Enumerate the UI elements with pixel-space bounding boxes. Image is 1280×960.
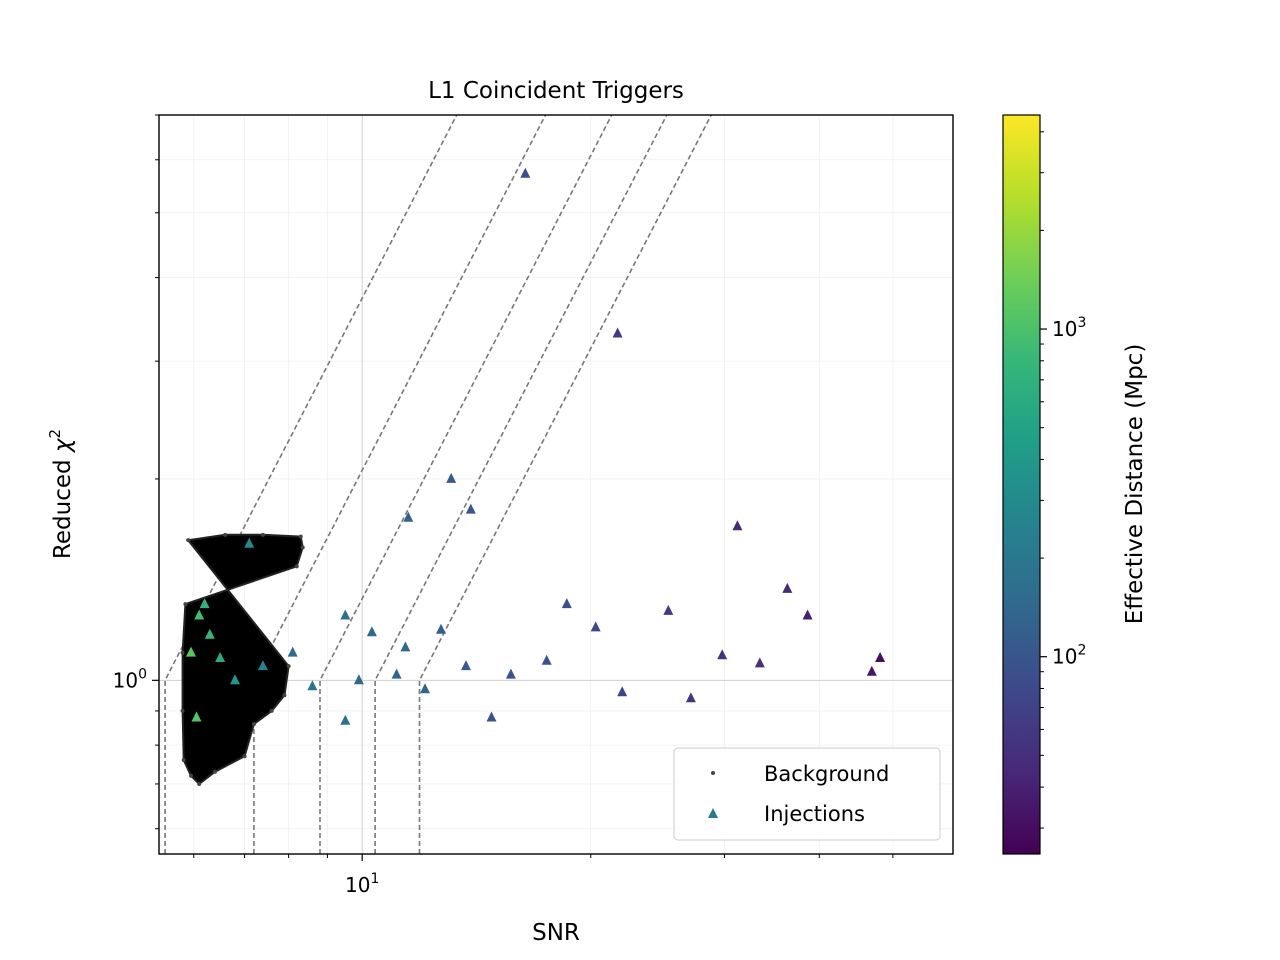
injection-point: [461, 660, 471, 671]
x-axis-label: SNR: [532, 920, 580, 946]
background-point: [298, 534, 303, 539]
background-point: [181, 758, 186, 763]
grid-major: [159, 115, 953, 854]
x-axis: 101: [193, 854, 894, 897]
background-point: [183, 602, 188, 607]
y-axis-label: Reduced χ2: [46, 429, 76, 559]
injection-point: [194, 609, 205, 620]
background-point: [300, 545, 305, 550]
background-point: [213, 769, 218, 774]
threshold-curve: [253, 114, 547, 854]
injection-point: [191, 711, 202, 722]
injection-point: [685, 692, 696, 703]
injection-point: [340, 609, 351, 620]
threshold-curve: [418, 114, 712, 854]
injection-point: [215, 652, 226, 662]
injection-point: [340, 714, 351, 725]
injection-point: [590, 621, 601, 632]
injection-point: [732, 520, 743, 531]
injection-point: [403, 511, 414, 522]
injection-point: [400, 641, 411, 652]
injection-series: [186, 167, 886, 725]
background-point: [242, 754, 247, 759]
grid-minor: [159, 114, 953, 854]
injection-point: [802, 609, 813, 620]
injection-point: [244, 537, 255, 548]
injection-point: [230, 674, 240, 685]
background-point: [180, 708, 185, 713]
legend-injections-marker: [708, 808, 718, 818]
injection-point: [663, 604, 674, 615]
injection-point: [782, 582, 793, 593]
colorbar-label: Effective Distance (Mpc): [1122, 344, 1148, 625]
colorbar-tick-label: 103: [1052, 315, 1086, 341]
threshold-curve: [319, 114, 613, 854]
injection-point: [366, 626, 377, 637]
colorbar-ticks: 102 103: [1040, 131, 1086, 829]
injection-point: [561, 598, 572, 609]
colorbar-gradient: [1002, 114, 1041, 855]
background-region: [181, 533, 304, 786]
injection-point: [520, 167, 531, 178]
background-point: [223, 532, 228, 537]
background-point: [188, 773, 193, 778]
injection-point: [617, 686, 628, 697]
injection-point: [391, 668, 402, 679]
legend-background-marker: [711, 771, 715, 775]
legend: Background Injections: [673, 747, 941, 841]
legend-injections-label: Injections: [764, 802, 865, 826]
background-point: [286, 664, 291, 669]
injection-point: [204, 628, 215, 639]
background-point: [197, 781, 202, 786]
injection-point: [612, 327, 623, 338]
background-point: [294, 564, 299, 569]
y-tick-label: 100: [113, 666, 147, 692]
background-point: [269, 708, 274, 713]
injection-point: [465, 503, 476, 514]
injection-point: [420, 683, 430, 694]
injection-point: [287, 646, 298, 657]
injection-point: [353, 674, 364, 685]
background-point: [186, 538, 191, 543]
plot-frame: [158, 114, 954, 855]
y-axis: 100: [113, 114, 159, 830]
injection-point: [486, 711, 497, 722]
background-point: [180, 650, 185, 655]
injection-point: [446, 472, 457, 483]
injection-point: [541, 654, 552, 665]
background-point: [282, 693, 287, 698]
injection-point: [186, 646, 196, 657]
background-point: [251, 722, 256, 727]
injection-point: [257, 660, 268, 671]
legend-background-label: Background: [764, 762, 889, 786]
background-series: [180, 532, 305, 786]
background-point: [260, 532, 265, 537]
colorbar: 102 103 Effective Distance (Mpc): [1002, 114, 1148, 855]
injection-point: [199, 598, 210, 609]
injection-point: [505, 668, 516, 679]
legend-box: [673, 747, 941, 841]
injection-point: [875, 652, 886, 662]
injection-point: [754, 657, 765, 668]
injection-point: [436, 623, 446, 634]
injection-point: [866, 665, 877, 676]
injection-point: [307, 680, 318, 691]
threshold-curve: [374, 114, 668, 854]
x-tick-label: 101: [345, 871, 379, 897]
colorbar-tick-label: 102: [1052, 643, 1086, 669]
injection-point: [717, 649, 728, 660]
chart-title: L1 Coincident Triggers: [428, 78, 684, 104]
